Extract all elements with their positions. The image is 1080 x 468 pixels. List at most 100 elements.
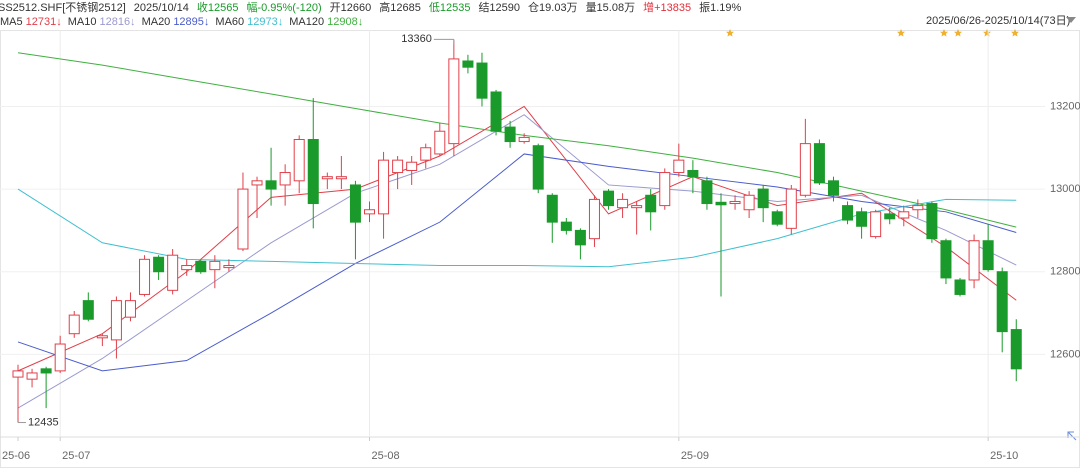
date-range: 2025/06/26-2025/10/14(73日) (926, 15, 1070, 27)
candle-body (926, 203, 938, 240)
candle-body (912, 205, 924, 211)
candle-body (26, 372, 38, 380)
candle-body (856, 211, 868, 227)
candle-body (195, 260, 207, 273)
candle-body (799, 143, 811, 196)
candle-body (588, 198, 600, 240)
y-tick-label: 13200 (1050, 100, 1080, 112)
candle-body (378, 159, 390, 215)
ma-line (17, 153, 1017, 372)
candle-body (898, 211, 910, 219)
quote-header: SS2512.SHF[不锈钢2512] 2025/10/14 收12565 幅-0.9… (0, 0, 742, 14)
quote-field: 仓19.03万 (528, 0, 578, 14)
quote-field: 量15.08万 (586, 1, 636, 14)
candle-body (842, 205, 854, 221)
quote-field: SS2512.SHF[不锈钢2512] (0, 1, 126, 14)
candle-body (82, 300, 94, 320)
ma-name: MA10 (68, 16, 97, 28)
ma-line (17, 52, 1017, 228)
candle-body (265, 180, 277, 190)
candle-body (701, 180, 713, 205)
quote-field: 收12565 (197, 0, 239, 14)
candle-body (546, 194, 558, 223)
candle-body (757, 188, 769, 209)
candle-body (54, 343, 66, 372)
candle-body (827, 180, 839, 196)
candle-body (167, 254, 179, 291)
x-tick-label: 25-10 (990, 450, 1018, 462)
candle-body (560, 221, 572, 231)
candle-body (335, 176, 347, 180)
candle-body (673, 159, 685, 174)
quote-field: 幅-0.95%(-120) (246, 1, 321, 14)
y-tick-label: 12600 (1050, 348, 1080, 360)
expand-icon[interactable] (1067, 431, 1077, 441)
ma-name: MA120 (289, 16, 324, 28)
candle-body (349, 184, 361, 223)
candle-body (139, 258, 151, 295)
ma-last: 12908↓ (327, 16, 363, 28)
candle-body (813, 143, 825, 184)
candle-body (996, 271, 1008, 333)
candle-body (434, 130, 446, 155)
candle-body (96, 335, 108, 339)
quote-field: 结12590 (478, 1, 520, 14)
y-tick-label: 13000 (1050, 183, 1080, 195)
candle-body (321, 176, 333, 180)
candle-body (631, 205, 643, 209)
ma-name: MA20 (142, 16, 171, 28)
x-tick-label: 25-08 (372, 450, 400, 462)
candle-body (12, 370, 24, 378)
candle-body (645, 194, 657, 213)
plot-frame (0, 30, 1080, 468)
candle-body (715, 201, 727, 206)
quote-field: 振1.19% (699, 0, 741, 14)
candle-body (279, 172, 291, 186)
candle-body (420, 147, 432, 161)
ma-last: 12731↓ (26, 16, 62, 28)
range-dropdown[interactable] (1066, 17, 1076, 23)
candle-body (743, 194, 755, 211)
candle-body (603, 190, 615, 207)
candle-body (68, 314, 80, 335)
y-tick-label: 12800 (1050, 266, 1080, 278)
ma-name: MA60 (215, 16, 244, 28)
candle-body (307, 138, 319, 205)
candle-body (659, 172, 671, 207)
candle-body (392, 159, 404, 174)
quote-field: 开12660 (330, 2, 372, 14)
x-tick-label: 25-07 (62, 450, 90, 462)
candle-body (771, 211, 783, 225)
candle-body (1010, 329, 1022, 370)
candle-body (237, 188, 249, 250)
candle-body (982, 240, 994, 271)
candle-body (884, 213, 896, 220)
quote-field: 2025/10/14 (134, 2, 189, 14)
candle-body (223, 265, 235, 269)
candle-body (293, 138, 305, 182)
min-label: 12435 (28, 416, 59, 428)
candle-body (490, 91, 502, 132)
ma-last: 12816↓ (99, 16, 135, 28)
candle-body (518, 136, 530, 143)
x-tick-label: 25-09 (681, 450, 709, 462)
candle-body (532, 145, 544, 190)
candle-body (153, 256, 165, 273)
candle-body (954, 279, 966, 295)
candle-body (617, 198, 629, 209)
ma-legend: MA5 12731↓ MA10 12816↓ MA20 12895↓ MA60 12973↓ M… (0, 16, 363, 28)
ma-line (17, 114, 1017, 409)
candle-body (406, 161, 418, 171)
candle-body (574, 229, 586, 246)
candle-body (251, 180, 263, 186)
candle-body (364, 209, 375, 215)
ma-line (17, 105, 1017, 372)
candle-body (940, 240, 952, 279)
candle-body (209, 260, 221, 271)
candle-body (40, 368, 52, 374)
ma-last: 12895↓ (173, 16, 209, 28)
quote-field: 高12685 (379, 0, 421, 14)
quote-field: 低12535 (429, 1, 471, 14)
